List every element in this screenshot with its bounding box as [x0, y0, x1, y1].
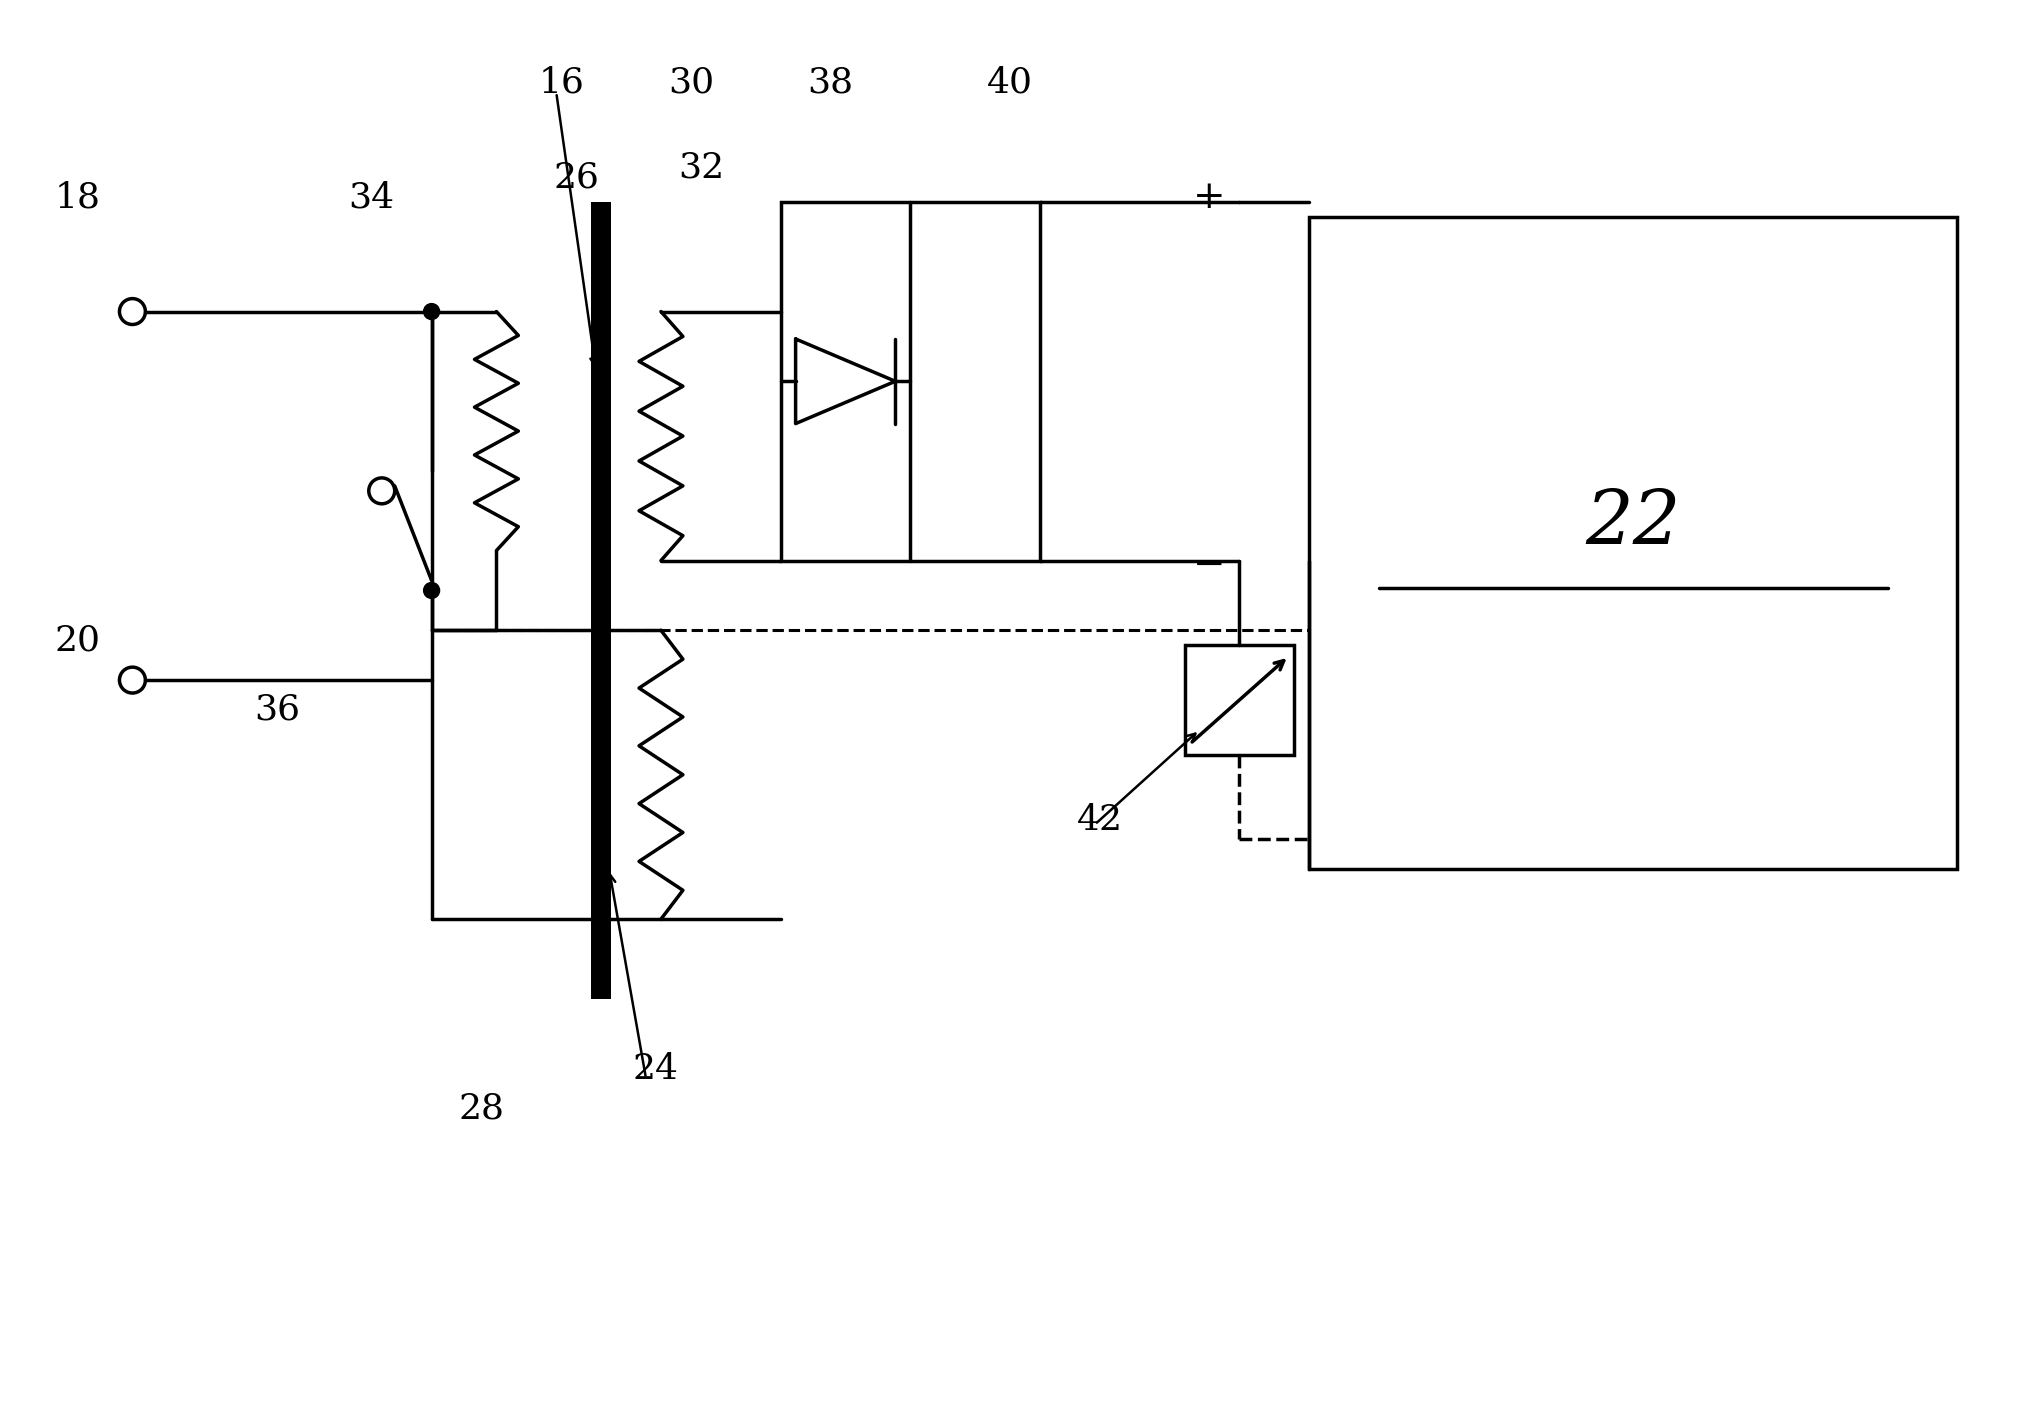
Text: +: +	[1194, 179, 1226, 215]
Text: 32: 32	[678, 151, 725, 184]
Text: 16: 16	[538, 65, 585, 100]
Bar	[1309, 217, 1957, 869]
Text: 30: 30	[668, 65, 715, 100]
Text: 20: 20	[55, 624, 102, 658]
Bar	[591, 201, 611, 998]
Text: 38: 38	[808, 65, 853, 100]
Text: 42: 42	[1076, 803, 1123, 836]
Text: 22: 22	[1585, 487, 1681, 559]
Text: 24: 24	[633, 1052, 678, 1086]
Text: 36: 36	[254, 693, 300, 727]
Text: −: −	[1194, 548, 1226, 584]
Circle shape	[424, 304, 441, 320]
Text: 28: 28	[459, 1091, 505, 1125]
Bar	[1186, 645, 1295, 755]
Text: 26: 26	[554, 161, 599, 194]
Text: 34: 34	[349, 180, 394, 214]
Text: 40: 40	[987, 65, 1033, 100]
Bar	[782, 201, 1039, 560]
Circle shape	[424, 583, 441, 598]
Text: 18: 18	[55, 180, 102, 214]
